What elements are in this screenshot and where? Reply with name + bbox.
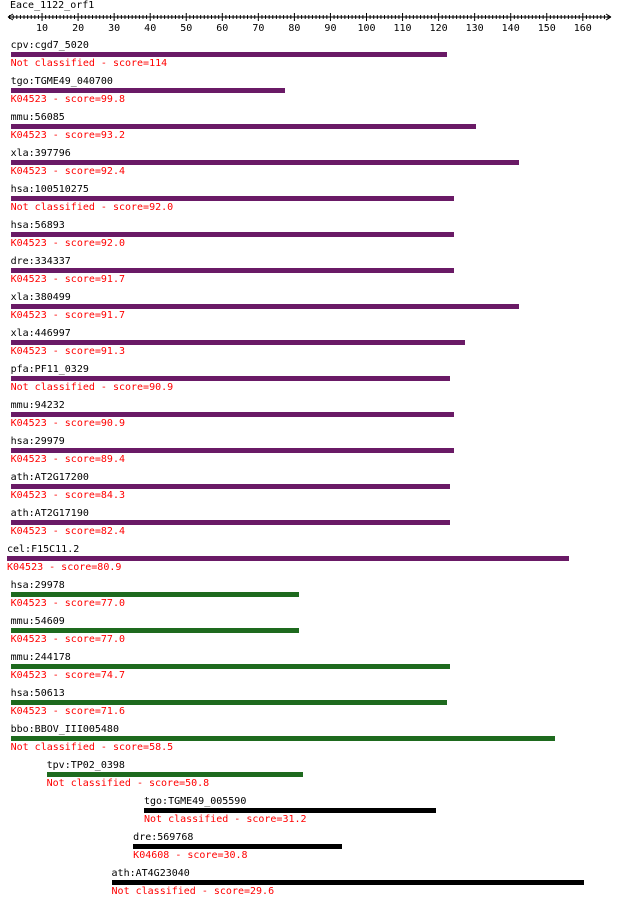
hit-name-link[interactable]: ath:AT2G17190 bbox=[10, 508, 89, 519]
ruler-tick-label: 100 bbox=[357, 23, 375, 34]
hit-classification-link[interactable]: K04523 - score=71.6 bbox=[10, 706, 125, 717]
hit-name-link[interactable]: hsa:50613 bbox=[10, 688, 65, 699]
hit-name-link[interactable]: cel:F15C11.2 bbox=[7, 544, 80, 555]
ruler-tick-label: 140 bbox=[502, 23, 520, 34]
alignment-bar[interactable] bbox=[143, 808, 436, 813]
hit-classification-link[interactable]: K04523 - score=91.3 bbox=[10, 346, 125, 357]
alignment-bar[interactable] bbox=[10, 664, 451, 669]
hit-classification-link[interactable]: K04523 - score=77.0 bbox=[10, 598, 125, 609]
alignment-bar[interactable] bbox=[10, 412, 454, 417]
hit-name-link[interactable]: bbo:BBOV_III005480 bbox=[10, 724, 119, 735]
alignment-bar[interactable] bbox=[10, 88, 285, 93]
hit-classification-link[interactable]: Not classified - score=90.9 bbox=[10, 382, 174, 393]
ruler-tick-label: 70 bbox=[252, 23, 264, 34]
ruler-tick-label: 50 bbox=[180, 23, 192, 34]
alignment-bar[interactable] bbox=[10, 304, 519, 309]
alignment-bar[interactable] bbox=[10, 448, 454, 453]
hit-classification-link[interactable]: Not classified - score=31.2 bbox=[143, 814, 307, 825]
hit-name-link[interactable]: dre:334337 bbox=[10, 256, 71, 267]
hit-classification-link[interactable]: K04523 - score=92.0 bbox=[10, 238, 125, 249]
alignment-bar[interactable] bbox=[10, 124, 476, 129]
alignment-bar[interactable] bbox=[10, 340, 465, 345]
alignment-bar[interactable] bbox=[10, 196, 454, 201]
hit-classification-link[interactable]: K04523 - score=91.7 bbox=[10, 274, 125, 285]
ruler-left-arrow-icon bbox=[7, 13, 14, 21]
ruler-tick-label: 120 bbox=[430, 23, 448, 34]
hit-classification-link[interactable]: K04523 - score=92.4 bbox=[10, 166, 125, 177]
hit-name-link[interactable]: mmu:94232 bbox=[10, 400, 65, 411]
ruler-tick-label: 150 bbox=[538, 23, 556, 34]
hit-classification-link[interactable]: Not classified - score=114 bbox=[10, 58, 168, 69]
ruler-tick-label: 30 bbox=[108, 23, 120, 34]
hit-classification-link[interactable]: Not classified - score=29.6 bbox=[111, 886, 275, 897]
hit-classification-link[interactable]: K04523 - score=91.7 bbox=[10, 310, 125, 321]
hit-classification-link[interactable]: Not classified - score=58.5 bbox=[10, 742, 174, 753]
hit-classification-link[interactable]: K04523 - score=93.2 bbox=[10, 130, 125, 141]
ruler-tick-label: 90 bbox=[324, 23, 336, 34]
hit-classification-link[interactable]: K04608 - score=30.8 bbox=[133, 850, 248, 861]
hit-name-link[interactable]: ath:AT2G17200 bbox=[10, 472, 89, 483]
alignment-bar[interactable] bbox=[10, 592, 299, 597]
hit-name-link[interactable]: tgo:TGME49_005590 bbox=[143, 796, 247, 807]
ruler-tick-label: 60 bbox=[216, 23, 228, 34]
hit-name-link[interactable]: pfa:PF11_0329 bbox=[10, 364, 89, 375]
hit-name-link[interactable]: xla:446997 bbox=[10, 328, 71, 339]
alignment-bar[interactable] bbox=[10, 520, 451, 525]
ruler-tick-label: 130 bbox=[466, 23, 484, 34]
ruler-tick-label: 110 bbox=[394, 23, 412, 34]
ruler-tick-label: 20 bbox=[72, 23, 84, 34]
hit-name-link[interactable]: hsa:29978 bbox=[10, 580, 65, 591]
position-ruler: 10 20 30 40 50 60 70 80 90 100 110 120 130 140 150 160 bbox=[7, 13, 612, 34]
hit-name-link[interactable]: ath:AT4G23040 bbox=[111, 868, 190, 879]
hit-classification-link[interactable]: Not classified - score=92.0 bbox=[10, 202, 174, 213]
hit-name-link[interactable]: hsa:100510275 bbox=[10, 184, 89, 195]
hit-name-link[interactable]: hsa:56893 bbox=[10, 220, 65, 231]
hit-classification-link[interactable]: K04523 - score=89.4 bbox=[10, 454, 125, 465]
alignment-bar[interactable] bbox=[7, 556, 570, 561]
ruler-tick-label: 40 bbox=[144, 23, 156, 34]
ruler-tick-label: 80 bbox=[288, 23, 300, 34]
alignment-bar[interactable] bbox=[10, 700, 447, 705]
hit-name-link[interactable]: hsa:29979 bbox=[10, 436, 65, 447]
alignment-bar[interactable] bbox=[10, 628, 299, 633]
alignment-bar[interactable] bbox=[10, 232, 454, 237]
alignment-bar[interactable] bbox=[10, 376, 451, 381]
alignment-bar[interactable] bbox=[10, 268, 454, 273]
alignment-bar[interactable] bbox=[10, 52, 447, 57]
hit-name-link[interactable]: tpv:TP02_0398 bbox=[46, 760, 125, 771]
hit-name-link[interactable]: mmu:244178 bbox=[10, 652, 71, 663]
alignment-bar[interactable] bbox=[133, 844, 343, 849]
ruler-tick-label: 10 bbox=[36, 23, 48, 34]
alignment-bar[interactable] bbox=[111, 880, 584, 885]
hit-name-link[interactable]: tgo:TGME49_040700 bbox=[10, 76, 113, 87]
hit-classification-link[interactable]: K04523 - score=90.9 bbox=[10, 418, 125, 429]
hit-classification-link[interactable]: Not classified - score=50.8 bbox=[46, 778, 210, 789]
hit-name-link[interactable]: dre:569768 bbox=[133, 832, 194, 843]
hit-classification-link[interactable]: K04523 - score=84.3 bbox=[10, 490, 125, 501]
alignment-bar[interactable] bbox=[10, 736, 555, 741]
hit-name-link[interactable]: xla:380499 bbox=[10, 292, 71, 303]
hit-classification-link[interactable]: K04523 - score=99.8 bbox=[10, 94, 125, 105]
query-title: Eace_1122_orf1 bbox=[10, 0, 95, 11]
ruler-tick-label: 160 bbox=[574, 23, 592, 34]
hit-name-link[interactable]: xla:397796 bbox=[10, 148, 71, 159]
hit-classification-link[interactable]: K04523 - score=74.7 bbox=[10, 670, 125, 681]
hit-name-link[interactable]: cpv:cgd7_5020 bbox=[10, 40, 89, 51]
alignment-bar[interactable] bbox=[46, 772, 303, 777]
hit-classification-link[interactable]: K04523 - score=77.0 bbox=[10, 634, 125, 645]
hit-name-link[interactable]: mmu:54609 bbox=[10, 616, 65, 627]
hit-name-link[interactable]: mmu:56085 bbox=[10, 112, 65, 123]
hit-classification-link[interactable]: K04523 - score=80.9 bbox=[7, 562, 122, 573]
hit-classification-link[interactable]: K04523 - score=82.4 bbox=[10, 526, 125, 537]
alignment-bar[interactable] bbox=[10, 160, 519, 165]
alignment-bar[interactable] bbox=[10, 484, 451, 489]
